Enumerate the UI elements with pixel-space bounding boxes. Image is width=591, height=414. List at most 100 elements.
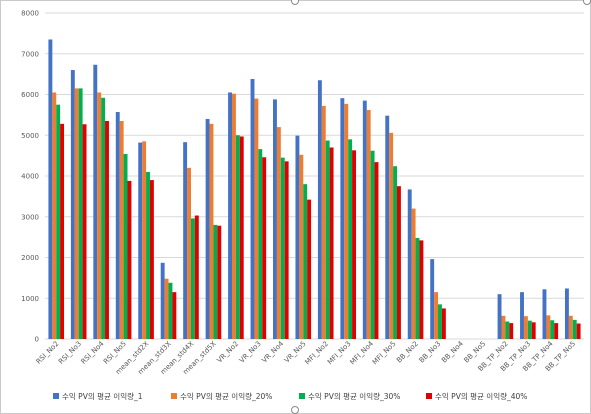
bar[interactable] <box>194 215 199 339</box>
bar[interactable] <box>146 171 150 339</box>
bar[interactable] <box>497 294 502 339</box>
bar[interactable] <box>209 123 214 339</box>
bar[interactable] <box>321 105 326 339</box>
bar[interactable] <box>119 120 124 339</box>
bar[interactable] <box>572 319 577 339</box>
bar[interactable] <box>362 100 367 339</box>
bar[interactable] <box>348 139 353 339</box>
bar[interactable] <box>262 157 267 339</box>
bar[interactable] <box>438 304 442 339</box>
bar[interactable] <box>105 120 109 339</box>
bar[interactable] <box>60 123 65 339</box>
bar[interactable] <box>303 184 308 339</box>
bar[interactable] <box>142 141 147 339</box>
legend-marker <box>299 393 305 399</box>
bar[interactable] <box>74 88 79 339</box>
bar[interactable] <box>520 292 524 339</box>
bar[interactable] <box>239 136 244 339</box>
bar[interactable] <box>213 224 218 339</box>
bar[interactable] <box>123 153 128 339</box>
bar[interactable] <box>231 93 236 339</box>
bar[interactable] <box>397 186 401 339</box>
bar[interactable] <box>554 323 559 339</box>
bar[interactable] <box>576 323 581 339</box>
legend-marker <box>426 393 432 399</box>
bar[interactable] <box>344 103 349 339</box>
bar[interactable] <box>415 237 420 339</box>
bar[interactable] <box>411 208 416 339</box>
bar[interactable] <box>258 149 263 339</box>
bar[interactable] <box>168 282 173 339</box>
bar[interactable] <box>273 99 277 339</box>
bar[interactable] <box>228 92 232 340</box>
bar[interactable] <box>317 80 322 340</box>
x-tick-label: RSI_No4 <box>79 339 105 365</box>
bar[interactable] <box>172 292 177 339</box>
bar[interactable] <box>280 157 285 339</box>
bar[interactable] <box>352 150 356 339</box>
bar[interactable] <box>70 70 75 340</box>
bar[interactable] <box>254 98 259 339</box>
bar[interactable] <box>82 124 87 339</box>
bar[interactable] <box>523 316 528 339</box>
bar[interactable] <box>385 115 390 339</box>
bar[interactable] <box>78 88 83 339</box>
resize-handle-top[interactable] <box>291 0 299 5</box>
bar[interactable] <box>183 142 188 339</box>
bar[interactable] <box>295 135 300 339</box>
bar[interactable] <box>101 97 106 339</box>
y-tick-label: 4000 <box>21 173 39 181</box>
bar[interactable] <box>441 308 446 339</box>
bar[interactable] <box>250 79 255 339</box>
bar[interactable] <box>187 167 191 339</box>
bar[interactable] <box>505 321 510 339</box>
bar[interactable] <box>325 140 330 339</box>
bar[interactable] <box>393 166 398 339</box>
bar[interactable] <box>52 92 57 340</box>
bar[interactable] <box>149 180 154 339</box>
bar[interactable] <box>374 162 379 339</box>
bar[interactable] <box>93 64 98 339</box>
bar[interactable] <box>56 104 61 339</box>
bar[interactable] <box>370 150 375 339</box>
x-tick-label: VR_No2 <box>215 340 240 365</box>
bar[interactable] <box>550 320 555 339</box>
bar[interactable] <box>340 98 345 339</box>
bar[interactable] <box>531 322 536 339</box>
bar[interactable] <box>160 262 165 339</box>
bar[interactable] <box>564 288 569 339</box>
bar[interactable] <box>276 127 281 339</box>
bar[interactable] <box>115 112 120 340</box>
bar[interactable] <box>48 39 53 340</box>
bar[interactable] <box>430 259 435 339</box>
legend-label: 수익 PV의 평균 이익량_20% <box>180 391 272 401</box>
bar[interactable] <box>299 154 304 339</box>
bar[interactable] <box>284 161 289 339</box>
bar[interactable] <box>389 132 394 339</box>
x-tick-label: RSI_No3 <box>57 340 83 366</box>
bar[interactable] <box>542 289 547 339</box>
legend-label: 수익 PV의 평균 이익량_1 <box>62 391 143 401</box>
resize-handle-bottom[interactable] <box>291 406 299 414</box>
bar[interactable] <box>501 315 506 339</box>
bar[interactable] <box>366 109 371 339</box>
bar[interactable] <box>407 189 412 339</box>
bar[interactable] <box>205 118 210 339</box>
bar[interactable] <box>509 323 514 339</box>
bar[interactable] <box>419 240 424 339</box>
bar[interactable] <box>434 292 439 339</box>
bar[interactable] <box>235 135 240 339</box>
bar[interactable] <box>329 147 334 339</box>
bar[interactable] <box>164 278 169 339</box>
bar[interactable] <box>127 180 132 339</box>
bar[interactable] <box>546 315 551 339</box>
bar[interactable] <box>568 315 573 339</box>
bar[interactable] <box>97 92 102 340</box>
bar[interactable] <box>190 218 195 339</box>
bar[interactable] <box>217 225 222 339</box>
x-tick-label: VR_No4 <box>260 339 285 364</box>
bar[interactable] <box>138 142 143 339</box>
bar[interactable] <box>307 199 312 339</box>
bar[interactable] <box>527 320 532 339</box>
